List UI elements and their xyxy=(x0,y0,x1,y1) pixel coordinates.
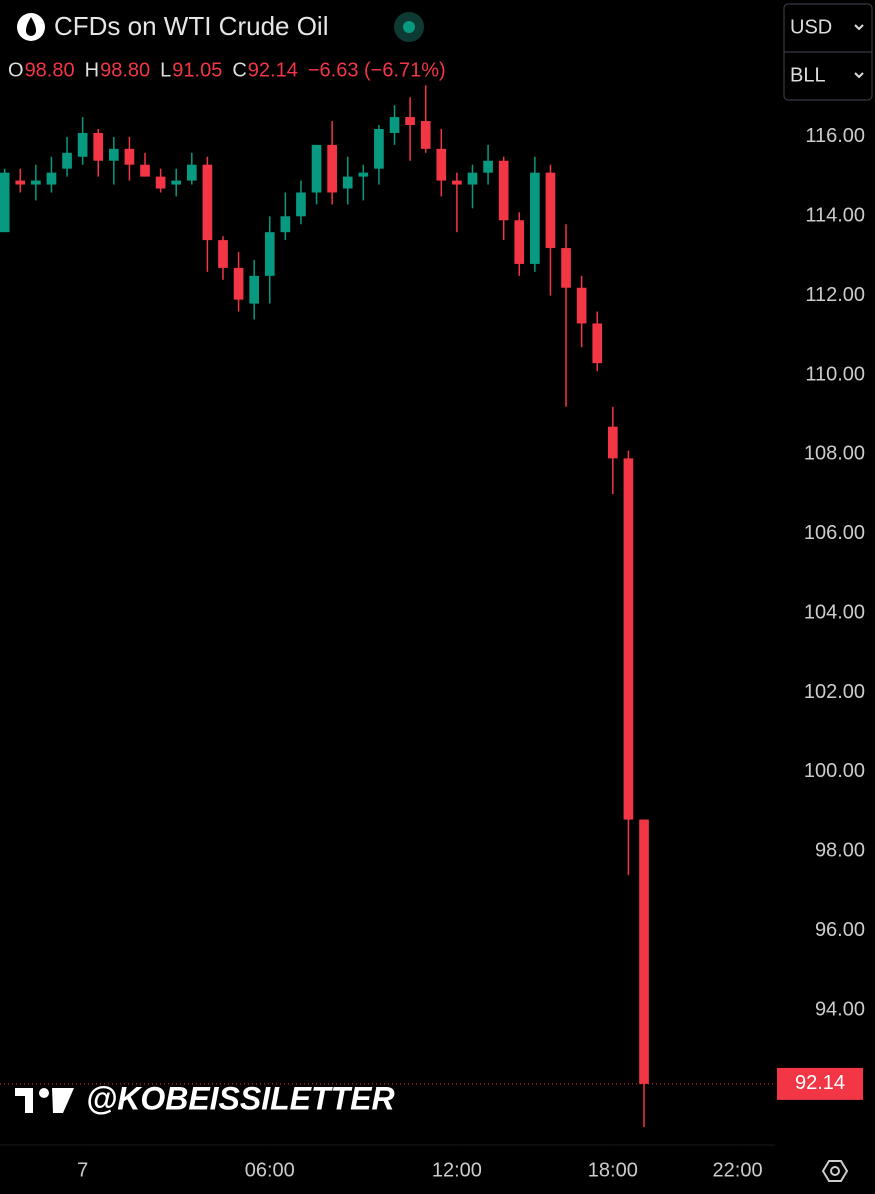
y-tick-label: 104.00 xyxy=(804,601,865,623)
candle-body xyxy=(436,148,447,181)
candle-body xyxy=(452,180,462,185)
candle-body xyxy=(0,172,10,233)
ohlc-value: 98.80 xyxy=(25,59,75,81)
candle-body xyxy=(405,117,415,126)
candle-body xyxy=(374,128,384,169)
candle-body xyxy=(124,148,135,165)
y-tick-label: 114.00 xyxy=(805,205,865,227)
x-tick-label: 12:00 xyxy=(432,1159,482,1181)
status-dot xyxy=(394,12,424,42)
candle-body xyxy=(249,275,260,304)
last-price-label: 92.14 xyxy=(795,1072,845,1094)
candle-body xyxy=(31,180,41,185)
candle-body xyxy=(186,164,197,181)
candle-body xyxy=(530,172,540,264)
candle-body xyxy=(389,117,400,133)
candle-body xyxy=(233,267,244,300)
y-tick-label: 102.00 xyxy=(804,681,865,703)
watermark: @KOBEISSILETTER xyxy=(86,1080,395,1116)
candle-body xyxy=(467,172,478,185)
candle-body xyxy=(592,323,603,364)
currency-label[interactable]: USD xyxy=(790,16,832,38)
x-tick-label: 22:00 xyxy=(713,1159,763,1181)
x-tick-label: 18:00 xyxy=(588,1159,638,1181)
candle-body xyxy=(576,287,587,324)
candle-body xyxy=(561,248,571,288)
ohlc-value: 91.05 xyxy=(172,59,222,81)
ohlc-key: L xyxy=(160,59,171,81)
candle-body xyxy=(358,172,369,177)
settings-icon[interactable] xyxy=(821,1160,849,1182)
candle-body xyxy=(264,232,275,276)
candle-body xyxy=(327,144,337,193)
ohlc-key: H xyxy=(85,59,99,81)
candle-body xyxy=(296,192,306,217)
candle-body xyxy=(140,164,150,177)
y-tick-label: 116.00 xyxy=(805,125,865,147)
candle-body xyxy=(545,172,556,249)
candle-body xyxy=(342,176,353,189)
candle-body xyxy=(171,180,182,185)
candle-body xyxy=(311,144,322,193)
dropdown-arrow[interactable] xyxy=(854,24,864,31)
ohlc-key: O xyxy=(8,59,24,81)
ohlc-key: C xyxy=(232,59,246,81)
y-tick-label: 98.00 xyxy=(815,840,865,862)
y-tick-label: 96.00 xyxy=(815,919,865,941)
unit-label[interactable]: BLL xyxy=(790,64,826,86)
tv-logo xyxy=(15,1088,74,1113)
y-tick-label: 112.00 xyxy=(805,284,865,306)
candle-body xyxy=(62,152,72,169)
candle-body xyxy=(607,426,618,459)
candle-body xyxy=(639,819,649,1084)
candle-body xyxy=(46,172,57,185)
y-tick-label: 108.00 xyxy=(804,443,865,465)
candle-body xyxy=(93,132,104,161)
y-tick-label: 94.00 xyxy=(815,998,865,1020)
candle-body xyxy=(155,176,166,189)
candle-body xyxy=(202,164,213,241)
y-tick-label: 110.00 xyxy=(805,363,865,385)
x-tick-label: 7 xyxy=(77,1159,88,1181)
candle-body xyxy=(218,240,228,268)
symbol-title: CFDs on WTI Crude Oil xyxy=(54,11,329,41)
ohlc-value: 92.14 xyxy=(248,59,298,81)
y-tick-label: 100.00 xyxy=(804,760,865,782)
ohlc-value: 98.80 xyxy=(100,59,150,81)
y-tick-label: 106.00 xyxy=(804,522,865,544)
candle-body xyxy=(77,132,88,157)
candle-body xyxy=(498,160,509,221)
candle-body xyxy=(280,216,291,233)
candle-body xyxy=(420,121,431,149)
symbol-icon xyxy=(17,13,45,41)
change-value: −6.63 (−6.71%) xyxy=(308,59,446,81)
candle-body xyxy=(15,180,26,185)
x-tick-label: 06:00 xyxy=(245,1159,295,1181)
candle-body xyxy=(514,220,525,264)
last-price-box xyxy=(777,1067,863,1100)
candle-body xyxy=(483,160,493,173)
candle-body xyxy=(623,458,634,820)
dropdown-arrow[interactable] xyxy=(854,72,864,79)
candle-body xyxy=(108,148,119,161)
